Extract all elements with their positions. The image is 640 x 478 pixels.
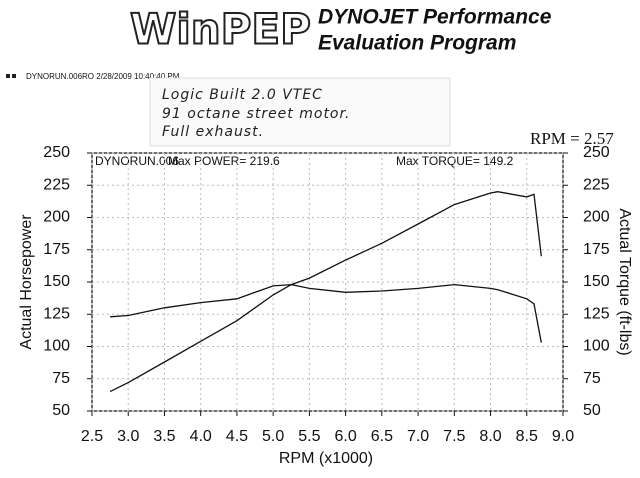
x-tick-label: 4.5 [226, 428, 248, 445]
x-tick-label: 6.5 [371, 428, 393, 445]
x-tick-label: 3.0 [117, 428, 139, 445]
y-tick-label: 125 [43, 305, 70, 322]
max-torque: Max TORQUE= 149.2 [396, 154, 514, 168]
data-line [110, 283, 542, 343]
y2-tick-label: 225 [583, 176, 610, 193]
bullet [6, 74, 10, 78]
note-line: 91 octane street motor. [162, 106, 350, 122]
y2-tick-label: 200 [583, 209, 610, 226]
y-tick-label: 225 [43, 176, 70, 193]
y2-tick-label: 150 [583, 273, 610, 290]
x-tick-label: 5.5 [298, 428, 320, 445]
y-tick-label: 200 [43, 209, 70, 226]
y-axis-title: Actual Horsepower [18, 214, 35, 350]
y-tick-label: 150 [43, 273, 70, 290]
run-label: DYNORUN.006 [95, 154, 179, 168]
note-line: Logic Built 2.0 VTEC [162, 87, 323, 103]
bullet [12, 74, 16, 78]
y-tick-label: 250 [43, 144, 70, 161]
data-line [109, 191, 542, 393]
x-tick-label: 7.5 [443, 428, 465, 445]
note-line: Full exhaust. [162, 124, 264, 140]
x-tick-label: 5.0 [262, 428, 284, 445]
y2-tick-label: 175 [583, 241, 610, 258]
y2-tick-label: 50 [583, 402, 601, 419]
x-tick-label: 6.0 [334, 428, 356, 445]
x-tick-label: 2.5 [81, 428, 103, 445]
y2-tick-label: 75 [583, 370, 601, 387]
brand: DYNOJET Performance [318, 6, 552, 29]
y-tick-label: 75 [52, 370, 70, 387]
x-tick-label: 8.0 [479, 428, 501, 445]
y-tick-label: 100 [43, 338, 70, 355]
run-info: DYNORUN.006RO 2/28/2009 10:40:40 PM [26, 72, 180, 81]
x-tick-label: 9.0 [552, 428, 574, 445]
rpm-factor: RPM = 2.57 [530, 129, 614, 148]
brand: Evaluation Program [318, 32, 516, 55]
note-paper [149, 77, 451, 147]
y2-axis-title: Actual Torque (ft-lbs) [616, 208, 633, 355]
x-tick-label: 8.5 [516, 428, 538, 445]
logo: WinPEP [130, 5, 311, 54]
y2-tick-label: 250 [583, 144, 610, 161]
x-tick-label: 7.0 [407, 428, 429, 445]
y-tick-label: 50 [52, 402, 70, 419]
max-power: Max POWER= 219.6 [168, 154, 280, 168]
y2-tick-label: 125 [583, 305, 610, 322]
y2-tick-label: 100 [583, 338, 610, 355]
x-tick-label: 3.5 [153, 428, 175, 445]
y-tick-label: 175 [43, 241, 70, 258]
x-axis-title: RPM (x1000) [279, 450, 373, 467]
x-tick-label: 4.0 [190, 428, 212, 445]
